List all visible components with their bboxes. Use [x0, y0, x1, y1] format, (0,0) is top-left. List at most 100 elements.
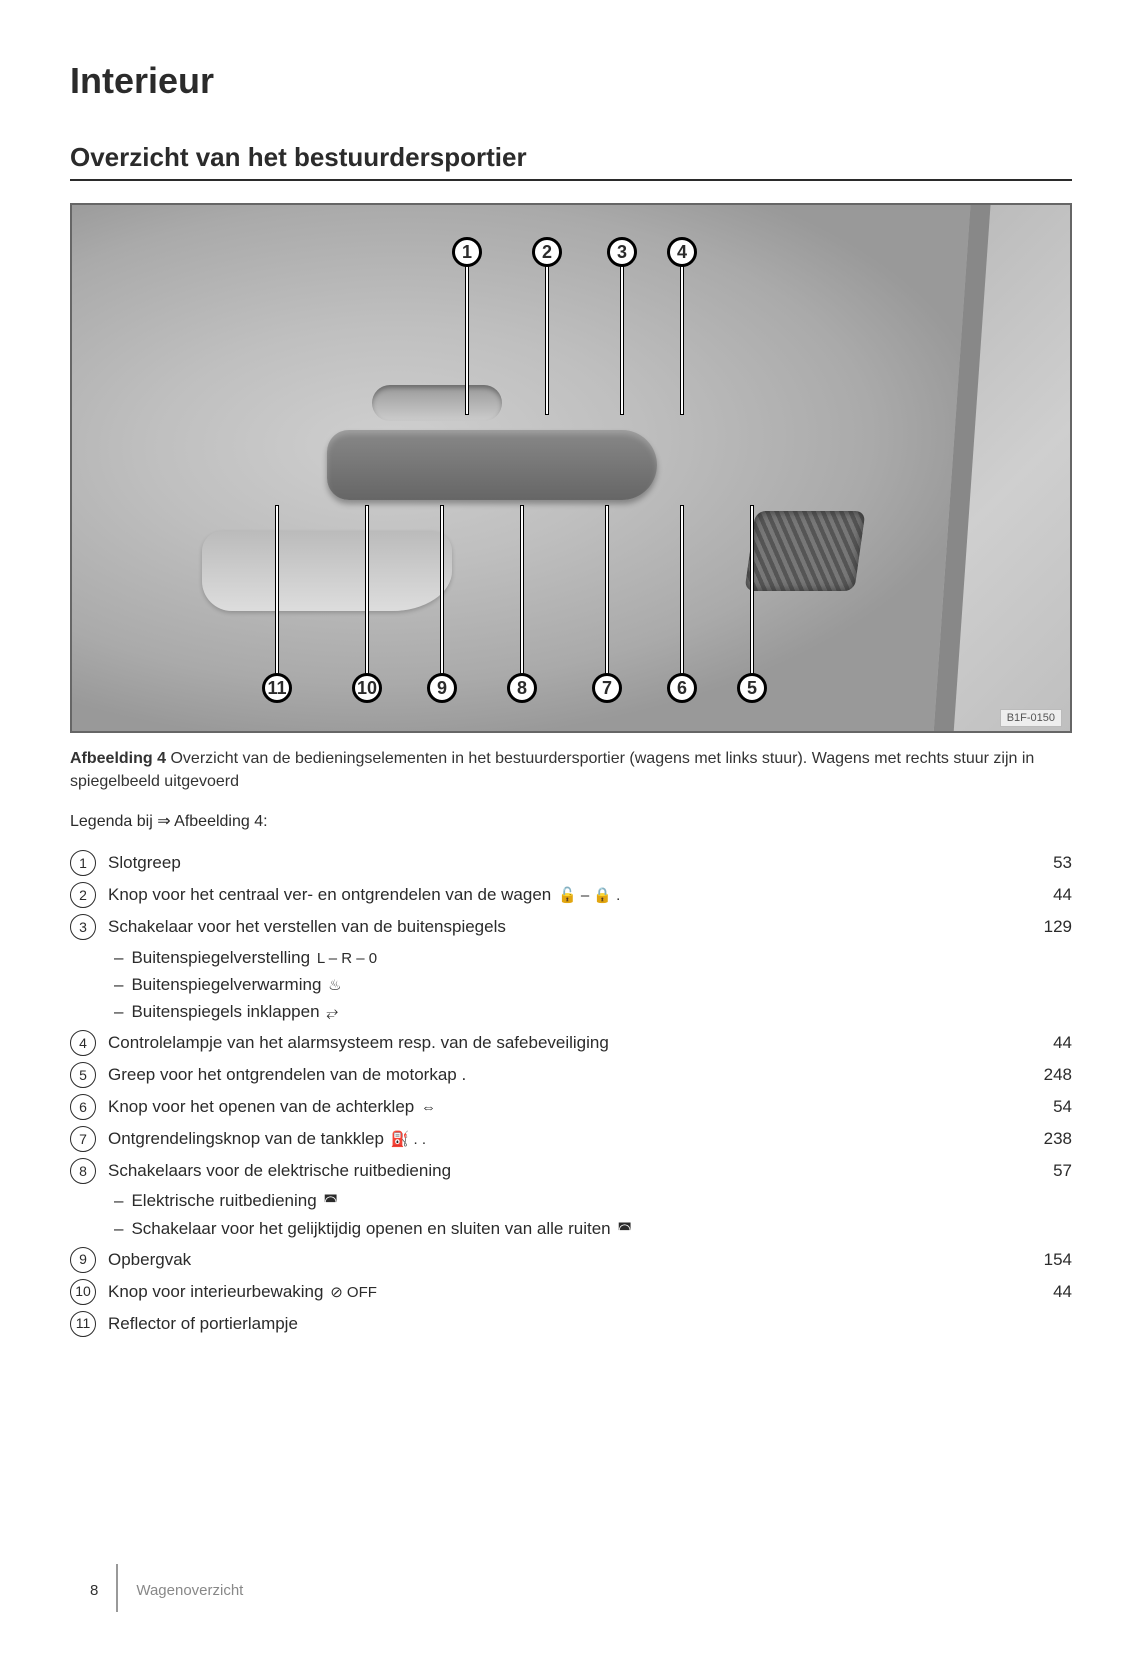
legend-subitem-text: Buitenspiegels inklappen: [131, 1002, 324, 1021]
legend-subitem-text: Elektrische ruitbediening: [131, 1191, 321, 1210]
leader-dots: [630, 899, 1022, 900]
legend-item-number: 9: [70, 1247, 96, 1273]
legend-item-page: 57: [1032, 1157, 1072, 1185]
legend-subitem-text: Buitenspiegelverwarming: [131, 975, 326, 994]
legend-item-text: Schakelaars voor de elektrische ruitbedi…: [108, 1157, 451, 1185]
legend-item-number: 5: [70, 1062, 96, 1088]
footer-section-name: Wagenoverzicht: [136, 1582, 243, 1599]
callout-number: 1: [452, 237, 482, 267]
callout-line: [545, 265, 549, 415]
callout-line: [620, 265, 624, 415]
legend-subitem-symbol: ◚: [323, 1193, 338, 1210]
legend-item: 7Ontgrendelingsknop van de tankklep ⛽ . …: [70, 1125, 1072, 1153]
legend-item-number: 1: [70, 850, 96, 876]
legend-item-symbol: 🔓 – 🔒 .: [558, 887, 620, 904]
legend-item-text: Knop voor interieurbewaking ⊘ OFF: [108, 1278, 377, 1306]
legend-item-page: 53: [1032, 849, 1072, 877]
legend-item-text: Schakelaar voor het verstellen van de bu…: [108, 913, 506, 941]
legend-subitem-symbol: ♨: [328, 977, 341, 994]
legend-item-page: 44: [1032, 1278, 1072, 1306]
figure-caption-label: Afbeelding 4: [70, 750, 166, 767]
legend-subitem: Buitenspiegelverwarming ♨: [108, 971, 1072, 998]
legend-reference: Legenda bij ⇒ Afbeelding 4:: [70, 811, 1072, 831]
leader-dots: [476, 1079, 1022, 1080]
legend-item-text: Greep voor het ontgrendelen van de motor…: [108, 1061, 466, 1089]
legend-item: 5 Greep voor het ontgrendelen van de moto…: [70, 1061, 1072, 1089]
legend-item: 6 Knop voor het openen van de achterklep …: [70, 1093, 1072, 1121]
leader-dots: [461, 1175, 1022, 1176]
legend-item-symbol: ⇔: [421, 1099, 436, 1116]
legend-item-page: 44: [1032, 1029, 1072, 1057]
legend-item-text: Reflector of portierlampje: [108, 1310, 298, 1338]
legend-subitem: Schakelaar voor het gelijktijdig openen …: [108, 1215, 1072, 1242]
callout-line: [465, 265, 469, 415]
figure-caption: Afbeelding 4 Overzicht van de bedienings…: [70, 747, 1072, 793]
legend-item: 11 Reflector of portierlampje: [70, 1310, 1072, 1338]
legend-item-number: 8: [70, 1158, 96, 1184]
legend-sublist: Elektrische ruitbediening ◚Schakelaar vo…: [108, 1187, 1072, 1241]
figure-caption-text: Overzicht van de bedieningselementen in …: [70, 750, 1034, 790]
callout-number: 11: [262, 673, 292, 703]
legend-subitem-symbol: ◚: [617, 1221, 632, 1238]
page-title: Interieur: [70, 60, 1072, 102]
figure-driver-door: 1234 111098765 B1F-0150: [70, 203, 1072, 733]
legend-item-text: Controlelampje van het alarmsysteem resp…: [108, 1029, 609, 1057]
leader-dots: [387, 1296, 1022, 1297]
legend-item-number: 2: [70, 882, 96, 908]
callout-number: 5: [737, 673, 767, 703]
legend-item-page: 129: [1032, 913, 1072, 941]
legend-item-page: 54: [1032, 1093, 1072, 1121]
callout-line: [680, 265, 684, 415]
page-number: 8: [90, 1582, 98, 1599]
legend-subitem-symbol: L – R – 0: [317, 950, 377, 967]
callout-number: 8: [507, 673, 537, 703]
legend-subitem: Elektrische ruitbediening ◚: [108, 1187, 1072, 1214]
legend-item-text: Opbergvak: [108, 1246, 191, 1274]
callout-line: [680, 505, 684, 675]
legend-item-page: 248: [1032, 1061, 1072, 1089]
door-armrest: [327, 430, 657, 500]
legend-item-page: 44: [1032, 881, 1072, 909]
callout-number: 3: [607, 237, 637, 267]
legend-item: 9Opbergvak154: [70, 1246, 1072, 1274]
legend-item-text: Knop voor het centraal ver- en ontgrende…: [108, 881, 620, 909]
legend-item-text: Knop voor het openen van de achterklep ⇔: [108, 1093, 436, 1121]
legend-item-number: 6: [70, 1094, 96, 1120]
leader-dots: [436, 1143, 1022, 1144]
legend-item: 1 Slotgreep 53: [70, 849, 1072, 877]
legend-item-number: 11: [70, 1311, 96, 1337]
leader-dots: [308, 1328, 1022, 1329]
legend-item: 2 Knop voor het centraal ver- en ontgrend…: [70, 881, 1072, 909]
callout-line: [365, 505, 369, 675]
leader-dots: [619, 1047, 1022, 1048]
legend-subitem-text: Schakelaar voor het gelijktijdig openen …: [131, 1219, 615, 1238]
callout-line: [520, 505, 524, 675]
legend-item: 3 Schakelaar voor het verstellen van de b…: [70, 913, 1072, 1025]
callout-number: 9: [427, 673, 457, 703]
legend-subitem-text: Buitenspiegelverstelling: [131, 948, 314, 967]
legend-item-page: 238: [1032, 1125, 1072, 1153]
legend-item-number: 3: [70, 914, 96, 940]
door-speaker: [744, 511, 865, 591]
callout-line: [275, 505, 279, 675]
legend-item-number: 4: [70, 1030, 96, 1056]
callout-number: 4: [667, 237, 697, 267]
legend-subitem: Buitenspiegelverstelling L – R – 0: [108, 944, 1072, 971]
leader-dots: [516, 931, 1022, 932]
legend-item-symbol: ⊘ OFF: [330, 1284, 377, 1301]
door-pocket: [202, 531, 452, 611]
legend-item: 8 Schakelaars voor de elektrische ruitbed…: [70, 1157, 1072, 1241]
legend-item-number: 7: [70, 1126, 96, 1152]
legend-item-text: Slotgreep: [108, 849, 181, 877]
legend-item: 10 Knop voor interieurbewaking ⊘ OFF 44: [70, 1278, 1072, 1306]
callout-number: 10: [352, 673, 382, 703]
leader-dots: [446, 1111, 1022, 1112]
page-footer: 8 Wagenoverzicht: [90, 1568, 243, 1612]
leader-dots: [191, 867, 1022, 868]
legend-item-number: 10: [70, 1279, 96, 1305]
door-handle-recess: [372, 385, 502, 421]
figure-code: B1F-0150: [1000, 709, 1062, 727]
legend-subitem-symbol: ⥂: [326, 1004, 338, 1021]
leader-dots: [201, 1264, 1022, 1265]
callout-number: 6: [667, 673, 697, 703]
